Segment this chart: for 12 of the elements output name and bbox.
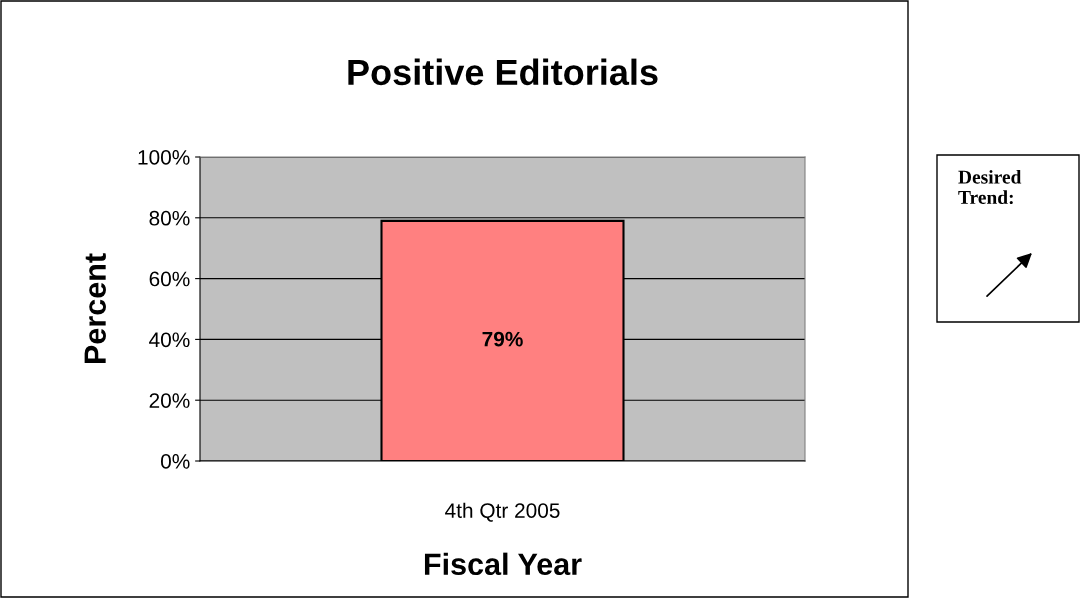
chart-title: Positive Editorials — [348, 58, 658, 86]
x-axis-title: Fiscal Year — [424, 552, 582, 576]
y-tick-label: 0% — [160, 454, 190, 469]
y-tick-label: 100% — [138, 150, 190, 165]
data-label: 79% — [482, 331, 523, 347]
y-tick-label: 40% — [149, 332, 190, 348]
y-tick-label: 20% — [149, 393, 190, 408]
y-tick-label: 80% — [149, 210, 190, 226]
y-tick-label: 60% — [149, 271, 190, 287]
y-axis-title: Percent — [84, 253, 106, 363]
x-tick-label: 4th Qtr 2005 — [445, 502, 560, 522]
text: Desired Trend: — [958, 170, 1022, 205]
